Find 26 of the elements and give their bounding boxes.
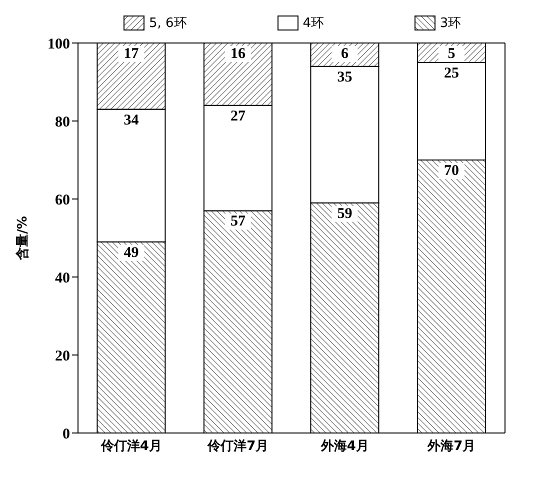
x-tick-label: 伶仃洋7月 bbox=[206, 439, 269, 454]
data-label: 5 bbox=[448, 46, 456, 62]
x-tick-label: 伶仃洋4月 bbox=[100, 439, 162, 454]
data-label: 16 bbox=[230, 46, 246, 62]
legend-label: 5, 6环 bbox=[149, 16, 187, 31]
data-label: 35 bbox=[337, 69, 352, 86]
legend-label: 4环 bbox=[302, 16, 324, 31]
data-label: 17 bbox=[124, 46, 140, 62]
data-label: 27 bbox=[230, 108, 246, 124]
y-tick-label: 40 bbox=[55, 270, 70, 286]
y-tick-label: 80 bbox=[55, 114, 70, 130]
data-label: 70 bbox=[444, 163, 459, 179]
legend-label: 3环 bbox=[440, 16, 462, 31]
x-tick-label: 外海4月 bbox=[320, 439, 369, 454]
data-label: 59 bbox=[337, 206, 352, 222]
x-tick-label: 外海7月 bbox=[426, 439, 476, 454]
data-label: 34 bbox=[124, 112, 140, 128]
data-label: 6 bbox=[340, 46, 349, 62]
data-label: 25 bbox=[444, 66, 459, 82]
data-label: 57 bbox=[230, 214, 246, 230]
y-tick-label: 20 bbox=[55, 348, 70, 364]
y-tick-label: 100 bbox=[48, 36, 70, 52]
y-axis-title: 含量/% bbox=[14, 216, 31, 261]
data-label: 49 bbox=[124, 244, 139, 261]
y-tick-label: 60 bbox=[55, 192, 70, 208]
y-tick-label: 0 bbox=[62, 426, 70, 442]
